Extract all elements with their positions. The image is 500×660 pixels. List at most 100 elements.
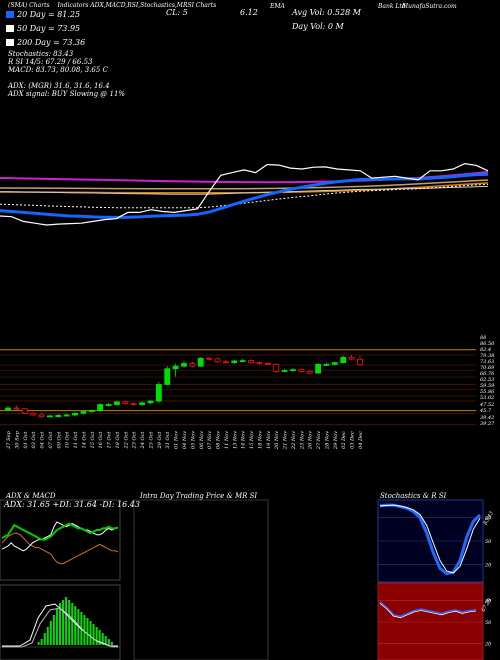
macd-hist-bar-22 bbox=[68, 600, 71, 645]
price-tick-6: 66.76 bbox=[480, 371, 495, 377]
macd-line bbox=[2, 603, 118, 647]
date-tick-16: 24 Oct bbox=[140, 431, 146, 450]
candle-body-11 bbox=[97, 404, 104, 412]
candle-body-15 bbox=[130, 403, 137, 406]
candle-body-33 bbox=[281, 370, 288, 372]
price-tick-13: 39.42 bbox=[480, 415, 494, 421]
rsi-readout: R SI 14/5: 67.29 / 66.53 bbox=[8, 58, 93, 66]
candle-body-28 bbox=[239, 360, 246, 362]
ema-label: EMA bbox=[270, 3, 285, 10]
adx-box bbox=[0, 499, 121, 581]
price-tick-11: 47.52 bbox=[479, 402, 494, 408]
intraday-box bbox=[133, 499, 269, 660]
intraday-panel-title: Intra Day Trading Price & MR SI bbox=[140, 492, 258, 500]
close-value: 6.12 bbox=[240, 8, 258, 17]
macd-hist-bar-14 bbox=[43, 633, 46, 645]
candle-body-41 bbox=[348, 357, 355, 360]
candle-body-23 bbox=[197, 357, 204, 367]
date-tick-9: 14 Oct bbox=[81, 431, 87, 449]
avg-vol: Avg Vol: 0.528 M bbox=[292, 8, 361, 17]
macd-hist-bar-16 bbox=[49, 621, 52, 645]
candle-body-10 bbox=[88, 410, 95, 413]
macd-signal-line bbox=[2, 607, 118, 648]
ema-band-tan bbox=[0, 179, 489, 190]
date-tick-34: 22 Nov bbox=[291, 431, 297, 450]
date-tick-22: 05 Nov bbox=[190, 431, 196, 449]
candle-body-40 bbox=[340, 357, 347, 364]
ema50-swatch bbox=[6, 25, 14, 32]
date-tick-42: 04 Dec bbox=[358, 431, 364, 449]
date-tick-14: 22 Oct bbox=[123, 431, 129, 450]
date-tick-10: 15 Oct bbox=[90, 431, 96, 449]
rsi-box bbox=[377, 582, 484, 660]
candle-body-27 bbox=[231, 360, 238, 364]
rsi-tick-1: 50 bbox=[485, 620, 492, 626]
candle-body-20 bbox=[172, 365, 179, 370]
adx-minus-di-line bbox=[1, 532, 119, 565]
macd-hist-bar-19 bbox=[59, 603, 61, 645]
date-tick-0: 27 Sep bbox=[6, 430, 12, 449]
candle-body-5 bbox=[47, 415, 53, 418]
price-tick-9: 55.86 bbox=[480, 389, 495, 395]
candle-body-42 bbox=[357, 358, 363, 365]
date-tick-18: 29 Oct bbox=[157, 431, 163, 450]
candle-body-25 bbox=[214, 358, 221, 363]
adx-plus-di-line bbox=[1, 521, 119, 552]
candle-body-18 bbox=[155, 384, 162, 402]
candle-body-6 bbox=[55, 414, 62, 418]
candle-body-0 bbox=[5, 407, 11, 411]
date-tick-4: 04 Oct bbox=[40, 431, 46, 449]
macd-hist-bar-28 bbox=[86, 618, 89, 645]
ema20-legend: 20 Day = 81.25 bbox=[6, 10, 80, 19]
candle-body-12 bbox=[105, 404, 112, 406]
date-tick-31: 19 Nov bbox=[266, 431, 272, 449]
candle-body-16 bbox=[139, 402, 145, 405]
date-tick-1: 30 Sep bbox=[14, 430, 20, 448]
macd-hist-bar-23 bbox=[71, 603, 74, 645]
macd-hist-bar-18 bbox=[55, 609, 58, 645]
date-tick-3: 03 Oct bbox=[31, 431, 37, 449]
ema50-line bbox=[0, 183, 489, 209]
adx-panel-title: ADX & MACD bbox=[6, 492, 56, 500]
candle-body-39 bbox=[331, 362, 338, 365]
rsi-signal-line bbox=[379, 602, 477, 619]
date-tick-20: 01 Nov bbox=[174, 431, 180, 449]
candle-body-36 bbox=[306, 370, 313, 374]
macd-hist-bar-21 bbox=[65, 597, 68, 645]
date-tick-33: 21 Nov bbox=[283, 431, 289, 450]
close-price-line bbox=[0, 162, 489, 226]
date-tick-37: 27 Nov bbox=[316, 431, 322, 450]
candle-body-26 bbox=[223, 361, 229, 364]
date-tick-30: 18 Nov bbox=[257, 431, 263, 449]
adx-signal: ADX signal: BUY Slowing @ 11% bbox=[8, 90, 126, 98]
candle-body-9 bbox=[80, 411, 87, 414]
date-tick-36: 26 Nov bbox=[308, 431, 314, 450]
candle-body-2 bbox=[21, 408, 28, 414]
date-tick-28: 14 Nov bbox=[241, 431, 247, 449]
candle-body-30 bbox=[256, 362, 263, 365]
header-title-strip: (SMA) Charts Indicators ADX,MACD,RSI,Sto… bbox=[8, 2, 216, 9]
ema20-line bbox=[0, 172, 489, 219]
candle-body-34 bbox=[290, 369, 296, 372]
date-tick-32: 20 Nov bbox=[274, 431, 280, 450]
candle-body-7 bbox=[63, 414, 70, 417]
price-tick-10: 53.02 bbox=[480, 395, 494, 401]
date-tick-12: 17 Oct bbox=[107, 431, 113, 449]
day-vol: Day Vol: 0 M bbox=[292, 22, 344, 31]
rsi-tick-0: 80 bbox=[485, 598, 492, 604]
macd-hist-bar-20 bbox=[62, 600, 65, 645]
close-label: CL: 5 bbox=[166, 8, 188, 17]
price-tick-1: 86.56 bbox=[480, 341, 495, 347]
date-tick-25: 08 Nov bbox=[216, 431, 222, 449]
date-tick-27: 13 Nov bbox=[232, 431, 238, 449]
date-tick-5: 07 Oct bbox=[48, 431, 54, 449]
candle-body-22 bbox=[189, 363, 196, 367]
stoch-d-line bbox=[379, 504, 481, 574]
macd-hist-bar-27 bbox=[83, 615, 86, 645]
date-tick-17: 25 Oct bbox=[148, 431, 154, 450]
candle-body-8 bbox=[72, 412, 78, 416]
price-tick-7: 62.53 bbox=[480, 377, 494, 383]
candle-body-14 bbox=[122, 401, 129, 405]
macd-hist-bar-35 bbox=[107, 639, 110, 645]
